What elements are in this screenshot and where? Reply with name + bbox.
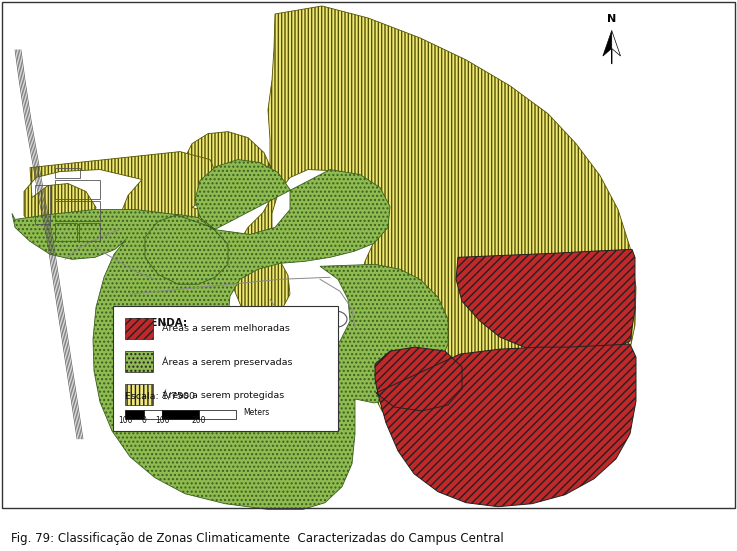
Bar <box>55 180 100 199</box>
Text: N: N <box>607 14 616 24</box>
Bar <box>125 410 144 419</box>
Text: Áreas a serem melhoradas: Áreas a serem melhoradas <box>162 324 290 333</box>
Text: Áreas a serem protegidas: Áreas a serem protegidas <box>162 389 284 399</box>
Polygon shape <box>612 31 621 56</box>
Text: Áreas a serem preservadas: Áreas a serem preservadas <box>162 356 293 366</box>
Bar <box>144 410 162 419</box>
FancyBboxPatch shape <box>113 306 338 431</box>
Bar <box>125 317 153 339</box>
Text: 100: 100 <box>118 416 133 425</box>
Text: Escala: 1/7500: Escala: 1/7500 <box>125 392 195 401</box>
Bar <box>55 202 100 222</box>
Text: Fig. 79: Classificação de Zonas Climaticamente  Caracterizadas do Campus Central: Fig. 79: Classificação de Zonas Climatic… <box>11 532 504 545</box>
Text: 0: 0 <box>142 416 146 425</box>
Polygon shape <box>603 31 612 56</box>
Bar <box>199 410 236 419</box>
Text: 100: 100 <box>155 416 170 425</box>
Text: 200: 200 <box>192 416 206 425</box>
Polygon shape <box>456 250 635 355</box>
Bar <box>55 168 80 177</box>
Bar <box>79 223 100 241</box>
Bar <box>162 410 199 419</box>
Text: Meters: Meters <box>243 408 270 417</box>
Text: LEGENDA:: LEGENDA: <box>128 317 186 327</box>
Polygon shape <box>375 344 636 507</box>
Bar <box>35 185 50 224</box>
Polygon shape <box>12 160 448 510</box>
Bar <box>55 223 77 241</box>
Polygon shape <box>24 152 218 261</box>
Bar <box>125 384 153 405</box>
Bar <box>125 350 153 372</box>
Polygon shape <box>184 6 636 473</box>
